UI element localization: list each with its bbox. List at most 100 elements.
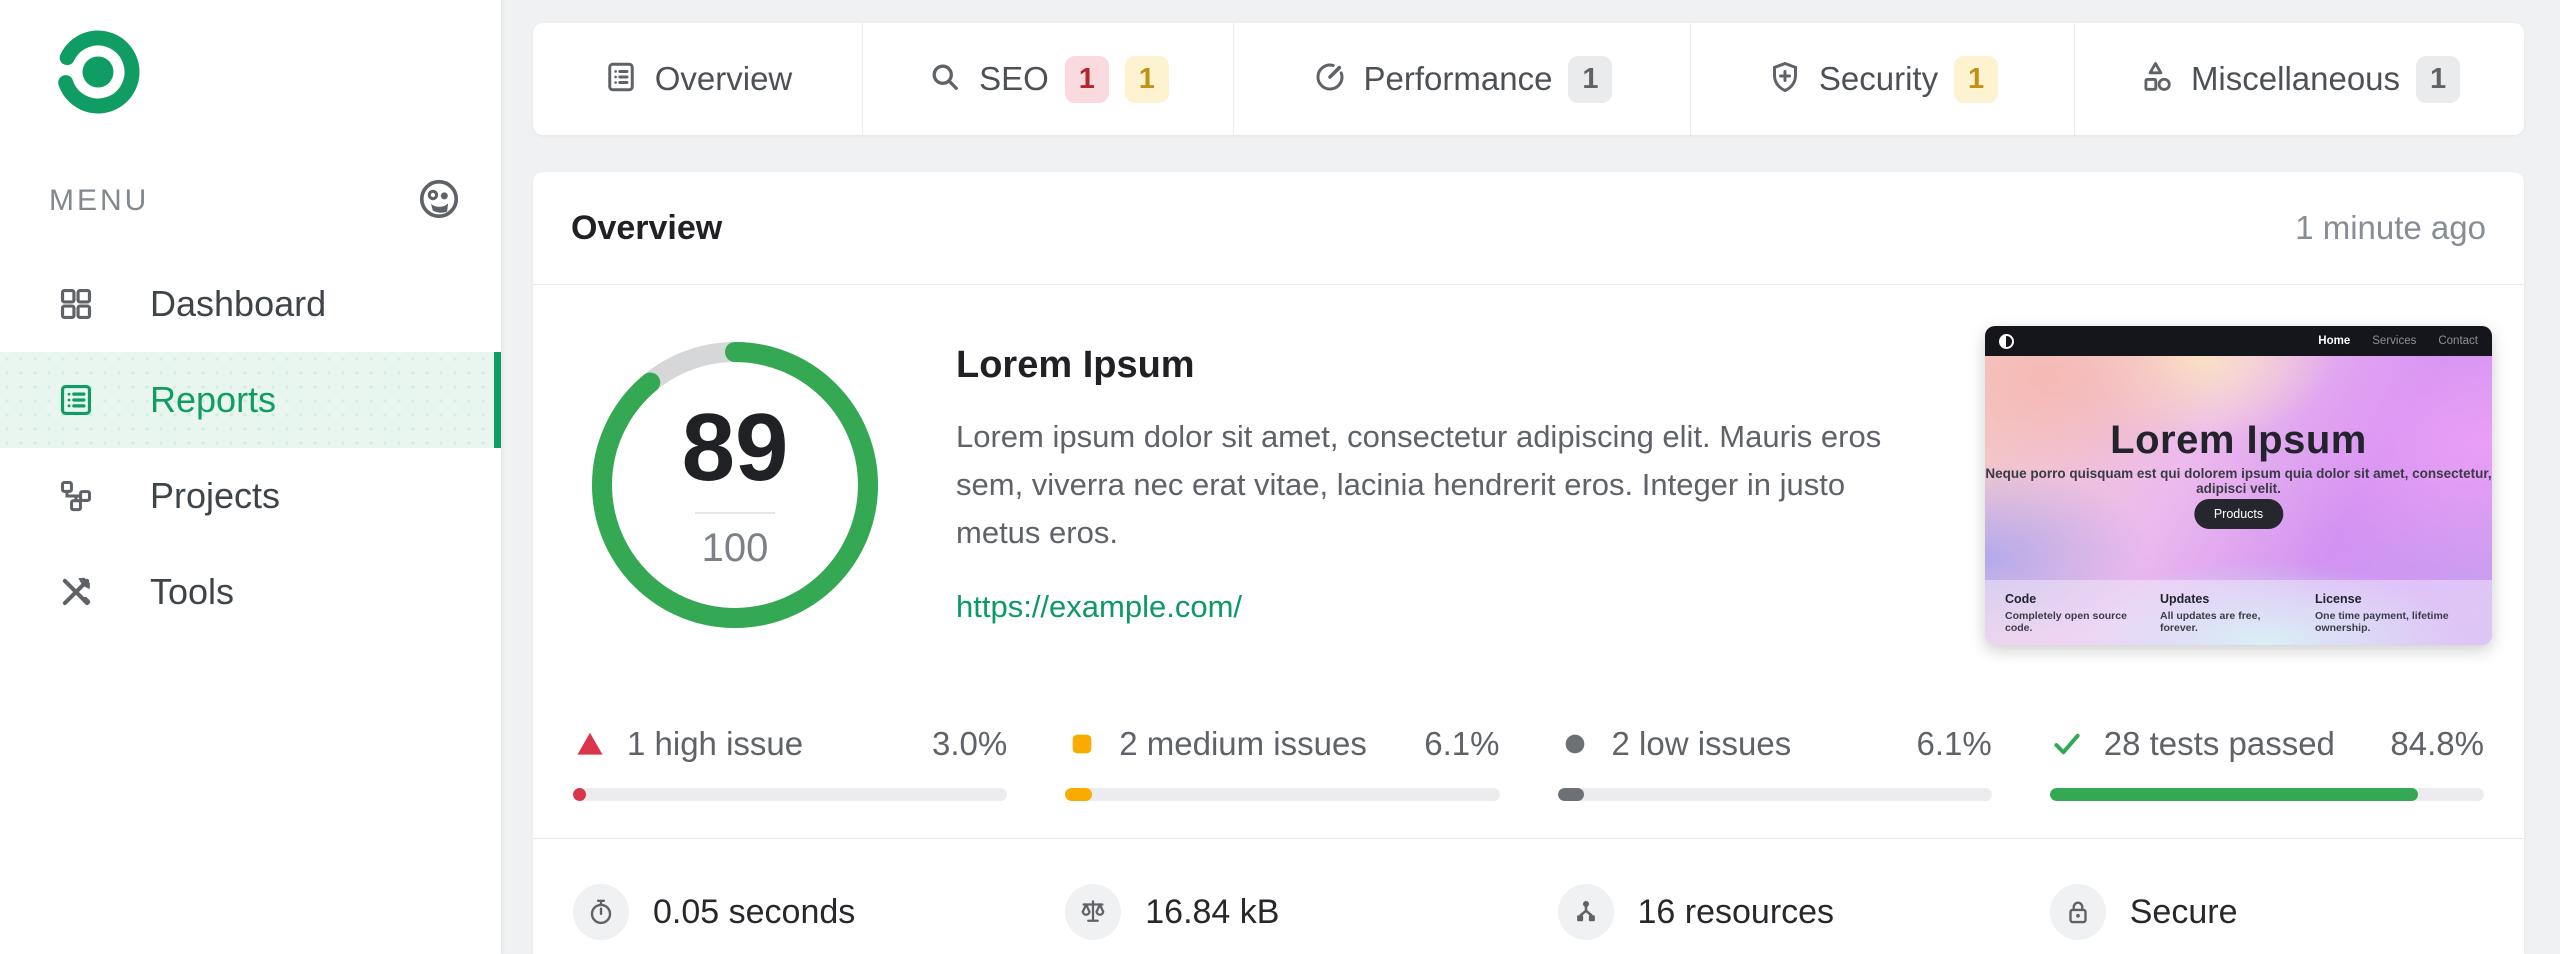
- issue-stats-row: 1 high issue 3.0% 2 medium issues 6.1%: [533, 724, 2524, 801]
- overview-card: Overview 1 minute ago 89 100 Lorem Ipsum…: [533, 172, 2524, 954]
- tools-icon: [57, 572, 97, 612]
- tab-label: Overview: [654, 60, 793, 97]
- tab-label: Security: [1818, 60, 1939, 97]
- medium-issues-badge: 1: [1954, 55, 1999, 103]
- site-url-link[interactable]: https://example.com/: [956, 589, 1243, 624]
- metric-security: Secure: [2049, 872, 2484, 952]
- search-icon: [927, 59, 963, 100]
- site-title: Lorem Ipsum: [956, 344, 1195, 386]
- stat-progress-fill: [573, 788, 587, 801]
- metric-value: Secure: [2129, 892, 2238, 931]
- network-icon: [1557, 884, 1614, 940]
- thumbnail-footer-text: All updates are free, forever.: [2160, 609, 2261, 634]
- stat-percent: 3.0%: [932, 725, 1008, 762]
- sidebar-item-dashboard[interactable]: Dashboard: [0, 256, 501, 352]
- score-divider: [695, 511, 775, 514]
- tab-overview[interactable]: Overview: [533, 23, 862, 135]
- menu-section-label: MENU: [49, 184, 150, 217]
- thumbnail-nav-contact: Contact: [2438, 335, 2478, 347]
- tab-label: Performance: [1363, 60, 1553, 97]
- square-marker-icon: [1065, 727, 1099, 761]
- metric-load-time: 0.05 seconds: [573, 872, 1007, 952]
- report-tabbar: Overview SEO 1 1 Performance 1: [533, 23, 2524, 135]
- metric-resources: 16 resources: [1557, 872, 1992, 952]
- stat-high-issues: 1 high issue 3.0%: [573, 724, 1008, 801]
- report-timestamp: 1 minute ago: [2295, 209, 2486, 246]
- thumbnail-navbar: Home Services Contact: [1985, 326, 2492, 356]
- stat-progressbar: [1557, 788, 1992, 801]
- sidebar-item-label: Tools: [150, 571, 235, 612]
- shapes-icon: [2139, 59, 2175, 100]
- metrics-row: 0.05 seconds 16.84 kB 16: [533, 872, 2524, 952]
- section-divider: [533, 838, 2524, 839]
- tab-label: Miscellaneous: [2190, 60, 2401, 97]
- sidebar-item-tools[interactable]: Tools: [0, 544, 501, 640]
- thumbnail-hero: Lorem Ipsum Neque porro quisquam est qui…: [1985, 356, 2492, 645]
- thumbnail-footer: Code Completely open source code. Update…: [1985, 580, 2492, 645]
- thumbnail-footer-text: Completely open source code.: [2005, 609, 2127, 634]
- metric-page-size: 16.84 kB: [1065, 872, 1499, 952]
- tab-seo[interactable]: SEO 1 1: [862, 23, 1233, 135]
- tab-performance[interactable]: Performance 1: [1233, 23, 1690, 135]
- app-logo-icon: [55, 28, 141, 121]
- stat-progressbar: [2049, 788, 2484, 801]
- circle-marker-icon: [1558, 727, 1592, 761]
- speedometer-icon: [1312, 59, 1348, 100]
- thumbnail-footer-heading: License: [2315, 591, 2362, 606]
- tab-miscellaneous[interactable]: Miscellaneous 1: [2074, 23, 2524, 135]
- metric-value: 0.05 seconds: [653, 892, 856, 931]
- overview-icon: [603, 59, 639, 100]
- stat-progressbar: [573, 788, 1008, 801]
- sidebar-menu: Dashboard Reports: [0, 256, 501, 640]
- sidebar-item-label: Reports: [150, 379, 277, 420]
- score-ring: 89 100: [590, 340, 880, 630]
- stat-tests-passed: 28 tests passed 84.8%: [2049, 724, 2484, 801]
- thumbnail-products-button: Products: [2193, 499, 2284, 529]
- stat-progress-fill: [2049, 788, 2418, 801]
- thumbnail-footer-heading: Updates: [2160, 591, 2210, 606]
- stat-progressbar: [1065, 788, 1500, 801]
- tab-security[interactable]: Security 1: [1690, 23, 2074, 135]
- stopwatch-icon: [573, 884, 629, 940]
- thumbnail-footer-heading: Code: [2005, 591, 2037, 606]
- thumbnail-nav-services: Services: [2372, 335, 2417, 347]
- shield-icon: [1767, 59, 1803, 100]
- stat-label: 28 tests passed: [2103, 725, 2335, 762]
- score-value: 89: [681, 393, 789, 501]
- sidebar-item-reports[interactable]: Reports: [0, 352, 501, 448]
- scale-icon: [1065, 884, 1122, 940]
- tab-label: SEO: [979, 60, 1049, 97]
- projects-icon: [57, 476, 97, 516]
- sidebar: MENU Dashboard: [0, 0, 501, 954]
- score-total: 100: [701, 525, 769, 570]
- neutral-badge: 1: [2416, 55, 2461, 103]
- metric-value: 16 resources: [1637, 892, 1835, 931]
- sidebar-item-projects[interactable]: Projects: [0, 448, 501, 544]
- thumbnail-hero-title: Lorem Ipsum: [2110, 418, 2367, 462]
- metric-value: 16.84 kB: [1145, 892, 1280, 931]
- sidebar-item-label: Projects: [150, 475, 281, 516]
- site-description: Lorem ipsum dolor sit amet, consectetur …: [956, 419, 1882, 550]
- stat-medium-issues: 2 medium issues 6.1%: [1065, 724, 1500, 801]
- stat-label: 1 high issue: [627, 725, 804, 762]
- stat-label: 2 medium issues: [1119, 725, 1367, 762]
- thumbnail-nav-home: Home: [2318, 335, 2351, 347]
- stat-percent: 6.1%: [1916, 725, 1992, 762]
- score-ring-progress: [592, 342, 878, 628]
- site-info: Lorem Ipsum Lorem ipsum dolor sit amet, …: [956, 344, 1936, 625]
- stat-percent: 84.8%: [2390, 725, 2484, 762]
- sidebar-item-label: Dashboard: [150, 283, 327, 324]
- stat-progress-fill: [1065, 788, 1092, 801]
- thumbnail-hero-subtitle: Neque porro quisquam est qui dolorem ips…: [1985, 466, 2492, 496]
- medium-issues-badge: 1: [1124, 55, 1169, 103]
- thumbnail-footer-text: One time payment, lifetime ownership.: [2315, 609, 2449, 634]
- site-thumbnail[interactable]: Home Services Contact Lorem Ipsum Neque …: [1985, 326, 2492, 645]
- stat-progress-fill: [1557, 788, 1584, 801]
- stat-low-issues: 2 low issues 6.1%: [1557, 724, 1992, 801]
- lock-icon: [2049, 884, 2106, 940]
- stat-label: 2 low issues: [1611, 725, 1792, 762]
- masks-icon[interactable]: [417, 177, 461, 226]
- reports-icon: [57, 380, 97, 420]
- check-icon: [2050, 727, 2084, 761]
- card-title: Overview: [571, 208, 723, 247]
